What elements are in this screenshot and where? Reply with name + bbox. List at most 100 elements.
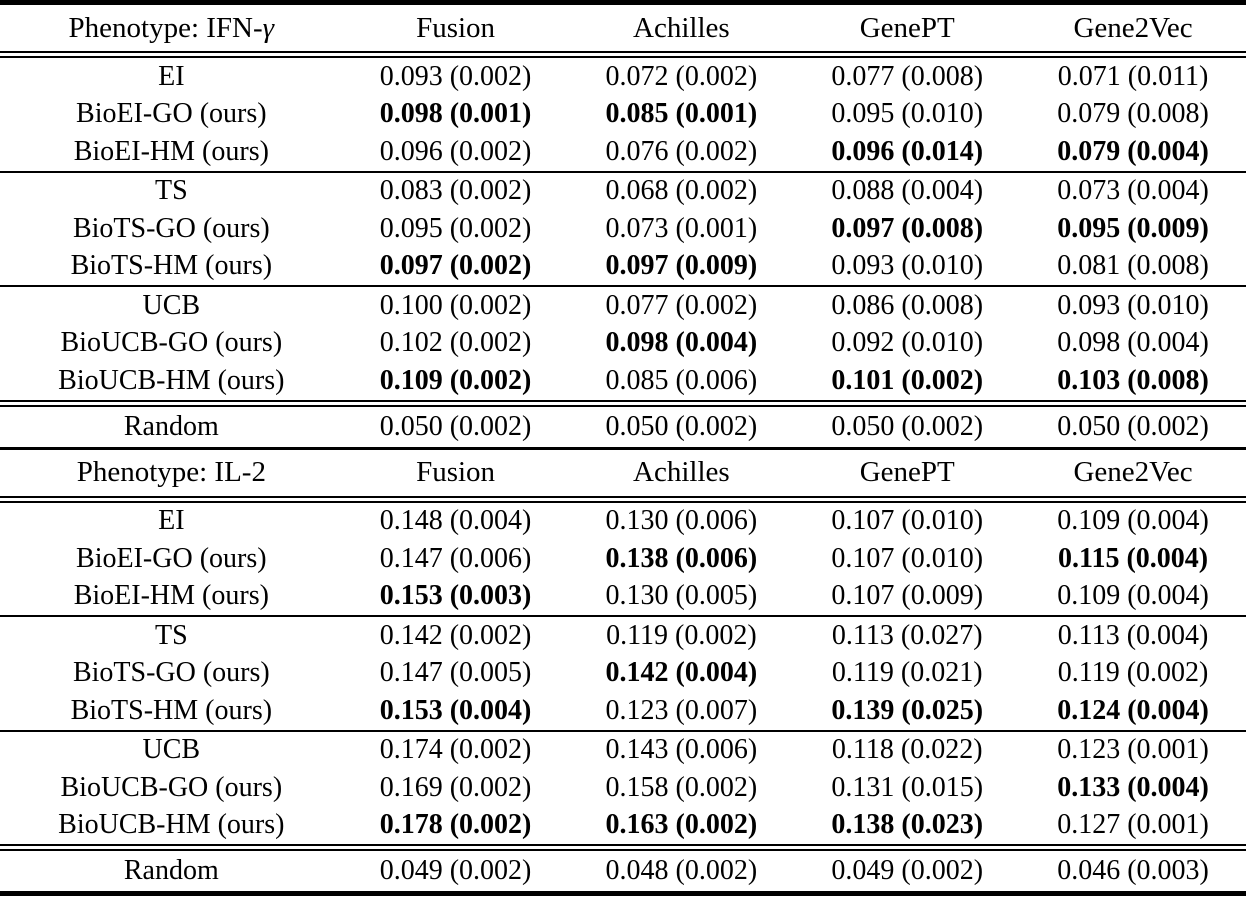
table-row: BioUCB-GO (ours) 0.102 (0.002) 0.098 (0.00… — [0, 325, 1246, 363]
value-cell: 0.050 (0.002) — [1020, 399, 1246, 448]
table-row: TS 0.142 (0.002) 0.119 (0.002) 0.113 (0.027… — [0, 615, 1246, 655]
value-cell: 0.086 (0.008) — [794, 285, 1021, 325]
value-cell: 0.107 (0.010) — [831, 542, 984, 574]
results-table-body: Phenotype: IFN-γ Fusion Achilles GenePT Gene… — [0, 2, 1246, 894]
value-cell: 0.100 (0.002) — [342, 285, 569, 325]
value-cell: 0.095 (0.009) — [1057, 212, 1209, 244]
table-row: BioEI-GO (ours) 0.147 (0.006) 0.138 (0.006… — [0, 540, 1246, 578]
method-label: EI — [158, 505, 185, 537]
value-cell: 0.097 (0.008) — [831, 212, 984, 244]
value-cell: 0.050 (0.002) — [342, 399, 569, 448]
method-label: BioEI-GO (ours) — [76, 98, 267, 130]
value-cell: 0.119 (0.002) — [1057, 657, 1209, 689]
method-label: UCB — [0, 729, 343, 769]
table-row: EI 0.148 (0.004) 0.130 (0.006) 0.107 (0.010… — [0, 499, 1246, 540]
column-header: GenePT — [794, 2, 1021, 58]
phenotype-header: Phenotype: IL-2 — [0, 446, 343, 503]
value-cell: 0.130 (0.006) — [605, 505, 758, 537]
column-header: Achilles — [568, 446, 795, 503]
value-cell: 0.119 (0.002) — [568, 615, 795, 655]
section-header-row: Phenotype: IFN-γ Fusion Achilles GenePT Gene… — [0, 2, 1246, 58]
value-cell: 0.097 (0.009) — [605, 250, 758, 282]
value-cell: 0.153 (0.003) — [379, 580, 532, 612]
method-label: BioUCB-GO (ours) — [60, 771, 283, 803]
method-label: BioTS-GO (ours) — [72, 212, 270, 244]
random-row: Random 0.050 (0.002) 0.050 (0.002) 0.050 (0… — [0, 399, 1246, 448]
value-cell: 0.130 (0.005) — [605, 580, 758, 612]
value-cell: 0.109 (0.002) — [379, 364, 532, 396]
value-cell: 0.138 (0.006) — [605, 542, 758, 574]
value-cell: 0.118 (0.022) — [794, 729, 1021, 769]
value-cell: 0.050 (0.002) — [568, 399, 795, 448]
value-cell: 0.113 (0.004) — [1020, 615, 1246, 655]
column-header: GenePT — [794, 446, 1021, 503]
value-cell: 0.050 (0.002) — [794, 399, 1021, 448]
value-cell: 0.097 (0.002) — [379, 250, 532, 282]
table-row: BioEI-HM (ours) 0.096 (0.002) 0.076 (0.002… — [0, 133, 1246, 172]
value-cell: 0.103 (0.008) — [1057, 364, 1209, 396]
value-cell: 0.081 (0.008) — [1057, 250, 1209, 282]
value-cell: 0.109 (0.004) — [1057, 580, 1209, 612]
table-row: UCB 0.174 (0.002) 0.143 (0.006) 0.118 (0.02… — [0, 729, 1246, 769]
value-cell: 0.138 (0.023) — [831, 809, 984, 841]
value-cell: 0.079 (0.004) — [1057, 135, 1209, 167]
table-row: BioUCB-HM (ours) 0.178 (0.002) 0.163 (0.00… — [0, 807, 1246, 848]
value-cell: 0.153 (0.004) — [379, 694, 532, 726]
value-cell: 0.113 (0.027) — [794, 615, 1021, 655]
value-cell: 0.101 (0.002) — [831, 364, 984, 396]
value-cell: 0.133 (0.004) — [1057, 771, 1209, 803]
table-row: UCB 0.100 (0.002) 0.077 (0.002) 0.086 (0.00… — [0, 285, 1246, 325]
table-row: BioTS-HM (ours) 0.153 (0.004) 0.123 (0.007… — [0, 692, 1246, 731]
column-header: Gene2Vec — [1020, 2, 1246, 58]
method-label: BioTS-GO (ours) — [72, 657, 270, 689]
value-cell: 0.174 (0.002) — [342, 729, 569, 769]
value-cell: 0.119 (0.021) — [831, 657, 983, 689]
value-cell: 0.139 (0.025) — [831, 694, 984, 726]
table-row: BioUCB-GO (ours) 0.169 (0.002) 0.158 (0.00… — [0, 769, 1246, 807]
value-cell: 0.147 (0.006) — [379, 542, 532, 574]
method-label: EI — [158, 60, 185, 92]
column-header: Fusion — [342, 446, 569, 503]
value-cell: 0.148 (0.004) — [379, 505, 532, 537]
value-cell: 0.107 (0.009) — [831, 580, 984, 612]
table-row: BioEI-GO (ours) 0.098 (0.001) 0.085 (0.001… — [0, 96, 1246, 134]
method-label: Random — [0, 844, 343, 894]
method-label: BioUCB-HM (ours) — [58, 364, 285, 396]
value-cell: 0.163 (0.002) — [605, 809, 758, 841]
column-header: Gene2Vec — [1020, 446, 1246, 503]
value-cell: 0.143 (0.006) — [568, 729, 795, 769]
table-row: TS 0.083 (0.002) 0.068 (0.002) 0.088 (0.004… — [0, 170, 1246, 210]
column-header: Fusion — [342, 2, 569, 58]
value-cell: 0.098 (0.004) — [605, 327, 758, 359]
value-cell: 0.079 (0.008) — [1057, 98, 1209, 130]
value-cell: 0.109 (0.004) — [1057, 505, 1209, 537]
table-row: BioUCB-HM (ours) 0.109 (0.002) 0.085 (0.00… — [0, 362, 1246, 403]
value-cell: 0.046 (0.003) — [1020, 844, 1246, 894]
value-cell: 0.098 (0.001) — [379, 98, 532, 130]
value-cell: 0.098 (0.004) — [1057, 327, 1209, 359]
method-label: BioTS-HM (ours) — [70, 694, 273, 726]
results-table: Phenotype: IFN-γ Fusion Achilles GenePT Gene… — [0, 0, 1246, 896]
value-cell: 0.147 (0.005) — [379, 657, 532, 689]
method-label: BioEI-HM (ours) — [73, 580, 269, 612]
method-label: BioUCB-GO (ours) — [60, 327, 283, 359]
value-cell: 0.092 (0.010) — [831, 327, 984, 359]
value-cell: 0.085 (0.006) — [605, 364, 758, 396]
value-cell: 0.088 (0.004) — [794, 170, 1021, 210]
value-cell: 0.142 (0.002) — [342, 615, 569, 655]
value-cell: 0.093 (0.002) — [379, 60, 532, 92]
method-label: TS — [0, 615, 343, 655]
value-cell: 0.083 (0.002) — [342, 170, 569, 210]
method-label: BioUCB-HM (ours) — [58, 809, 285, 841]
value-cell: 0.085 (0.001) — [605, 98, 758, 130]
value-cell: 0.178 (0.002) — [379, 809, 532, 841]
method-label: TS — [0, 170, 343, 210]
method-label: Random — [0, 399, 343, 448]
value-cell: 0.096 (0.014) — [831, 135, 984, 167]
value-cell: 0.102 (0.002) — [379, 327, 532, 359]
value-cell: 0.107 (0.010) — [831, 505, 984, 537]
value-cell: 0.073 (0.001) — [605, 212, 758, 244]
table-row: EI 0.093 (0.002) 0.072 (0.002) 0.077 (0.008… — [0, 55, 1246, 96]
section-header-row: Phenotype: IL-2 Fusion Achilles GenePT Gene2… — [0, 446, 1246, 503]
